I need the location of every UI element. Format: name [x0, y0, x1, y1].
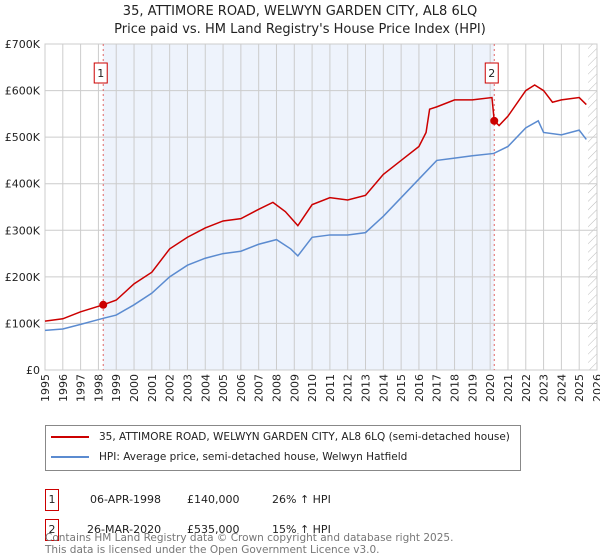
x-tick-label: 2003	[181, 374, 194, 402]
x-tick-label: 2024	[555, 374, 568, 402]
y-tick-label: £700K	[5, 38, 41, 51]
x-tick-label: 2021	[502, 374, 515, 402]
x-tick-label: 2026	[591, 374, 600, 402]
x-tick-label: 1996	[57, 374, 70, 402]
y-tick-label: £0	[26, 364, 40, 377]
y-tick-label: £100K	[5, 317, 41, 330]
x-tick-label: 2016	[413, 374, 426, 402]
sale-marker-label: 1	[45, 489, 59, 511]
y-tick-label: £400K	[5, 178, 41, 191]
x-tick-label: 2008	[270, 374, 283, 402]
x-tick-label: 2001	[146, 374, 159, 402]
sale-point	[99, 300, 108, 309]
x-tick-label: 2015	[395, 374, 408, 402]
forecast-hatch	[588, 44, 597, 370]
x-tick-label: 1999	[110, 374, 123, 402]
legend-label-hpi: HPI: Average price, semi-detached house,…	[99, 451, 408, 463]
legend-swatch-hpi	[51, 456, 89, 458]
sale-marker-box	[93, 62, 108, 84]
hpi-line	[44, 119, 587, 332]
legend: 35, ATTIMORE ROAD, WELWYN GARDEN CITY, A…	[45, 425, 521, 471]
y-tick-label: £300K	[5, 224, 41, 237]
sale-period-band	[103, 44, 495, 370]
x-tick-label: 1997	[75, 374, 88, 402]
x-tick-label: 2025	[573, 374, 586, 402]
plot-area: 1995 1996 1997 1998 1999 2000 2001 2002 2003 2004…	[5, 38, 600, 402]
sale-price: £535,000	[187, 523, 240, 536]
x-tick-label: 2022	[520, 374, 533, 402]
sale-date: 06-APR-1998	[90, 493, 162, 506]
x-tick-label: 2014	[377, 374, 390, 402]
x-tick-label: 2006	[235, 374, 248, 402]
x-tick-label: 2018	[449, 374, 462, 402]
sale-marker-label: 2	[45, 519, 59, 541]
legend-swatch-property	[51, 436, 89, 438]
y-tick-label: £200K	[5, 271, 41, 284]
legend-label-property: 35, ATTIMORE ROAD, WELWYN GARDEN CITY, A…	[99, 431, 510, 443]
chart-title: 35, ATTIMORE ROAD, WELWYN GARDEN CITY, A…	[122, 4, 478, 19]
chart-subtitle: Price paid vs. HM Land Registry's House …	[114, 22, 486, 37]
y-tick-label: £600K	[5, 85, 41, 98]
footer: Contains HM Land Registry data © Crown c…	[45, 532, 453, 556]
x-tick-label: 1995	[39, 374, 52, 402]
x-tick-label: 2011	[324, 374, 337, 402]
x-tick-label: 2004	[199, 374, 212, 402]
x-tick-label: 2020	[484, 374, 497, 402]
x-tick-label: 2002	[164, 374, 177, 402]
x-tick-label: 2007	[253, 374, 266, 402]
property-price-line	[44, 84, 587, 322]
x-tick-label: 2019	[466, 374, 479, 402]
y-tick-label: £500K	[5, 131, 41, 144]
x-tick-label: 2017	[431, 374, 444, 402]
sale-marker-number: 2	[488, 67, 495, 80]
sale-marker-box	[484, 62, 499, 84]
x-tick-label: 2013	[360, 374, 373, 402]
sale-hpi-diff: 15% ↑ HPI	[272, 523, 331, 536]
footer-line-2: This data is licensed under the Open Gov…	[45, 544, 380, 556]
plot-border	[44, 43, 598, 371]
sale-price: £140,000	[187, 493, 240, 506]
x-tick-label: 2005	[217, 374, 230, 402]
sale-marker-number: 1	[97, 67, 104, 80]
x-tick-label: 2010	[306, 374, 319, 402]
sale-point	[490, 116, 499, 125]
sale-date: 26-MAR-2020	[87, 523, 162, 536]
x-tick-label: 2023	[538, 374, 551, 402]
x-tick-label: 2000	[128, 374, 141, 402]
x-tick-label: 1998	[92, 374, 105, 402]
footer-line-1: Contains HM Land Registry data © Crown c…	[45, 532, 454, 544]
x-tick-label: 2009	[288, 374, 301, 402]
sale-hpi-diff: 26% ↑ HPI	[272, 493, 331, 506]
x-tick-label: 2012	[342, 374, 355, 402]
